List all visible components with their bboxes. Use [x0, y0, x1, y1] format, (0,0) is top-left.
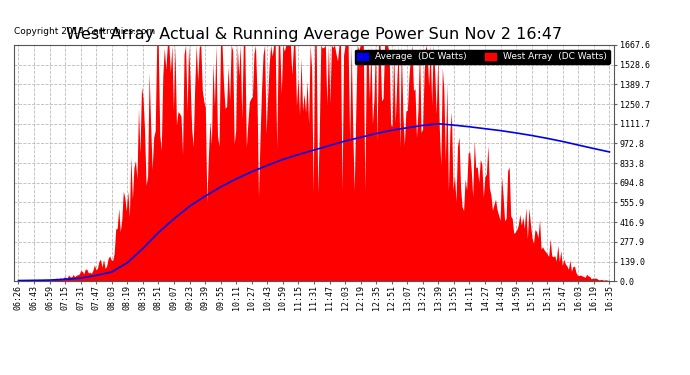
Text: Copyright 2014 Cartronics.com: Copyright 2014 Cartronics.com [14, 27, 155, 36]
Title: West Array Actual & Running Average Power Sun Nov 2 16:47: West Array Actual & Running Average Powe… [66, 27, 562, 42]
Legend: Average  (DC Watts), West Array  (DC Watts): Average (DC Watts), West Array (DC Watts… [355, 50, 609, 64]
